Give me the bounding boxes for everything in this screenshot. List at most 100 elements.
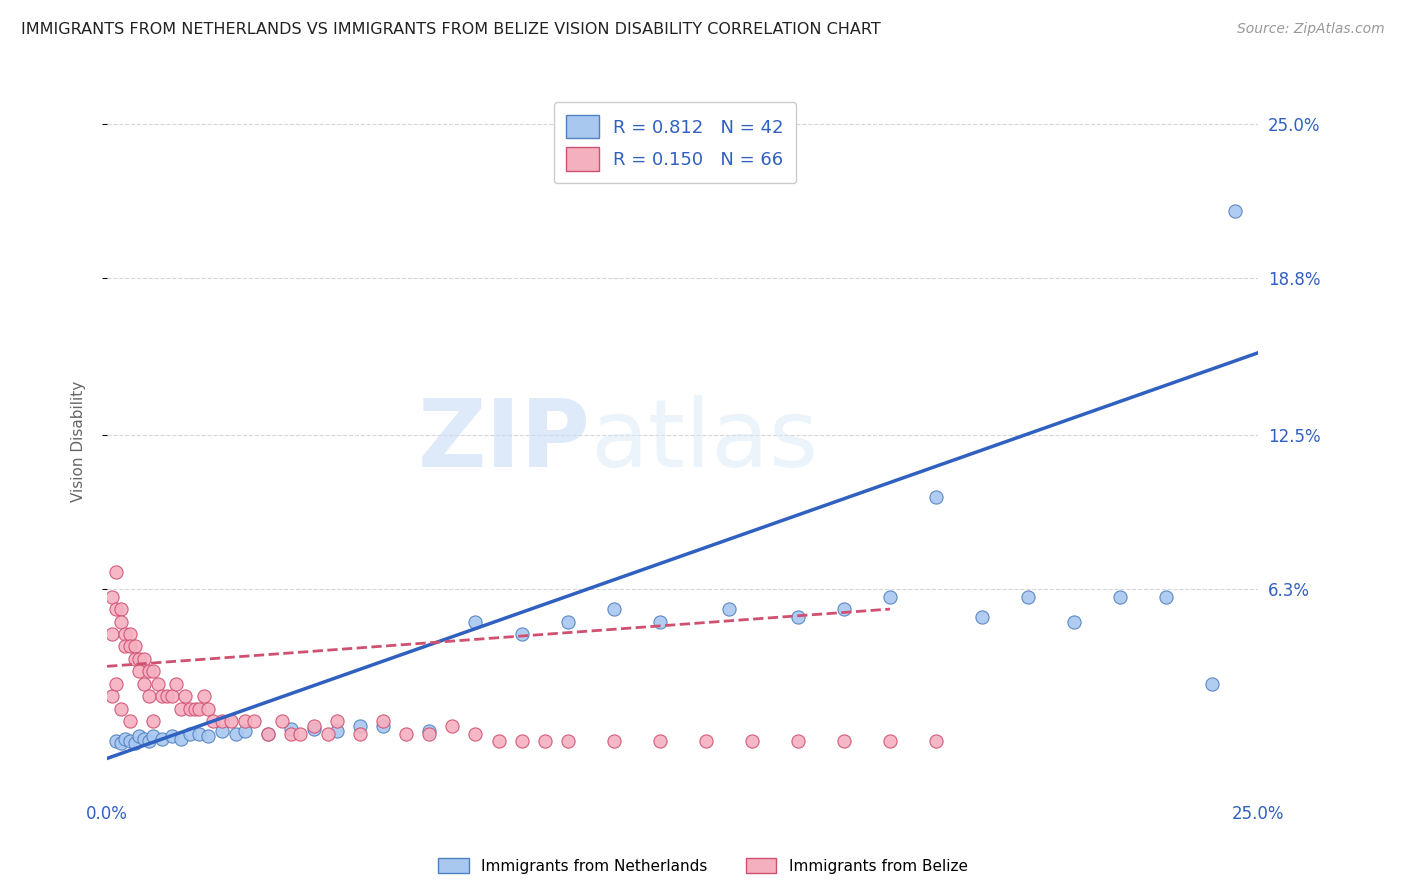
Point: [1201, 677, 1223, 691]
Point: [114, 640, 136, 654]
Point: [120, 734, 142, 748]
Point: [128, 652, 150, 666]
Point: [114, 731, 136, 746]
Point: [1063, 615, 1085, 629]
Text: Source: ZipAtlas.com: Source: ZipAtlas.com: [1237, 22, 1385, 37]
Point: [142, 714, 165, 728]
Point: [602, 734, 624, 748]
Point: [510, 734, 533, 748]
Point: [418, 726, 440, 740]
Point: [138, 689, 160, 703]
Point: [174, 689, 197, 703]
Point: [165, 677, 187, 691]
Point: [179, 701, 201, 715]
Point: [120, 627, 142, 641]
Point: [100, 590, 122, 604]
Point: [257, 726, 280, 740]
Point: [510, 627, 533, 641]
Point: [105, 602, 128, 616]
Point: [648, 734, 671, 748]
Point: [786, 609, 808, 624]
Point: [533, 734, 555, 748]
Point: [183, 701, 205, 715]
Point: [326, 714, 349, 728]
Point: [142, 665, 165, 679]
Point: [197, 701, 219, 715]
Point: [304, 719, 326, 733]
Point: [695, 734, 717, 748]
Point: [120, 714, 142, 728]
Point: [124, 652, 146, 666]
Point: [138, 665, 160, 679]
Point: [488, 734, 510, 748]
Point: [1154, 590, 1177, 604]
Point: [257, 726, 280, 740]
Point: [602, 602, 624, 616]
Point: [105, 734, 128, 748]
Point: [193, 689, 215, 703]
Point: [464, 615, 486, 629]
Point: [280, 722, 302, 736]
Point: [786, 734, 808, 748]
Legend: R = 0.812   N = 42, R = 0.150   N = 66: R = 0.812 N = 42, R = 0.150 N = 66: [554, 103, 796, 183]
Point: [271, 714, 294, 728]
Point: [349, 726, 371, 740]
Point: [100, 627, 122, 641]
Point: [373, 714, 395, 728]
Point: [648, 615, 671, 629]
Point: [316, 726, 339, 740]
Point: [290, 726, 312, 740]
Point: [741, 734, 763, 748]
Legend: Immigrants from Netherlands, Immigrants from Belize: Immigrants from Netherlands, Immigrants …: [432, 852, 974, 880]
Point: [326, 724, 349, 739]
Point: [114, 627, 136, 641]
Point: [100, 689, 122, 703]
Point: [160, 729, 183, 743]
Point: [879, 590, 901, 604]
Point: [188, 701, 211, 715]
Point: [349, 719, 371, 733]
Text: atlas: atlas: [591, 395, 818, 487]
Point: [110, 602, 132, 616]
Point: [105, 677, 128, 691]
Point: [146, 677, 169, 691]
Point: [170, 701, 193, 715]
Point: [1225, 203, 1247, 218]
Point: [201, 714, 224, 728]
Point: [879, 734, 901, 748]
Point: [150, 731, 173, 746]
Point: [156, 689, 179, 703]
Point: [717, 602, 740, 616]
Point: [110, 615, 132, 629]
Text: ZIP: ZIP: [418, 395, 591, 487]
Point: [128, 665, 150, 679]
Point: [211, 714, 233, 728]
Y-axis label: Vision Disability: Vision Disability: [72, 380, 86, 501]
Point: [280, 726, 302, 740]
Point: [160, 689, 183, 703]
Point: [132, 652, 155, 666]
Point: [124, 737, 146, 751]
Point: [211, 724, 233, 739]
Point: [221, 714, 243, 728]
Point: [110, 701, 132, 715]
Point: [304, 722, 326, 736]
Point: [179, 726, 201, 740]
Point: [120, 640, 142, 654]
Point: [557, 734, 579, 748]
Point: [925, 490, 948, 504]
Point: [132, 731, 155, 746]
Point: [110, 737, 132, 751]
Point: [464, 726, 486, 740]
Point: [233, 714, 256, 728]
Point: [233, 724, 256, 739]
Point: [441, 719, 464, 733]
Point: [243, 714, 266, 728]
Point: [832, 734, 855, 748]
Point: [418, 724, 440, 739]
Point: [925, 734, 948, 748]
Point: [225, 726, 247, 740]
Point: [150, 689, 173, 703]
Point: [970, 609, 993, 624]
Point: [557, 615, 579, 629]
